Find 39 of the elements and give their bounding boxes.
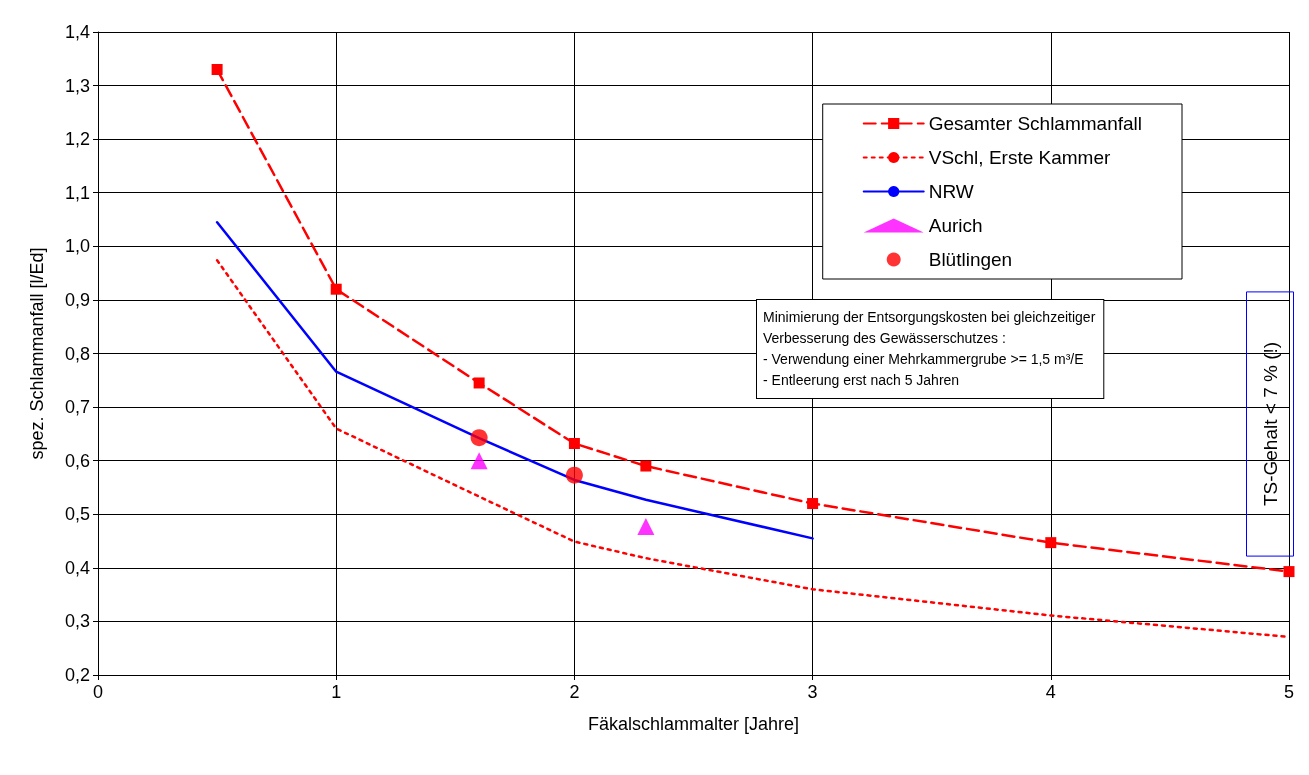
point — [568, 438, 580, 450]
y-tick-label: 0,9 — [64, 289, 90, 310]
x-tick-label: 5 — [1283, 682, 1295, 702]
legend-label: Gesamter Schlammanfall — [928, 113, 1142, 134]
y-tick-label: 1,2 — [64, 129, 90, 150]
y-axis-title: spez. Schlammanfall [l/Ed] — [27, 247, 47, 460]
x-tick-label: 3 — [807, 682, 818, 702]
point — [470, 429, 488, 447]
x-tick-label: 1 — [331, 682, 342, 702]
y-tick-label: 0,5 — [64, 504, 90, 525]
legend-label: Aurich — [928, 215, 983, 236]
y-tick-label: 1,1 — [64, 182, 90, 203]
annotation: Minimierung der Entsorgungskosten bei gleichzeitiger Verbesserung des Gewässerschutzes : - Verwendung einer Mehrkammergrube >= 1,5 m³/E - Entleerung erst nach 5 Jahren — [763, 308, 1096, 388]
point — [637, 518, 655, 536]
point — [211, 64, 223, 76]
legend-label: VSchl, Erste Kammer — [928, 147, 1111, 168]
point — [1283, 566, 1295, 578]
y-tick-label: 1,3 — [64, 75, 90, 96]
y-tick-label: 0,2 — [64, 665, 90, 685]
point — [473, 377, 485, 389]
x-tick-label: 0 — [92, 682, 104, 702]
legend-label: NRW — [928, 181, 974, 202]
y-tick-label: 0,8 — [64, 343, 90, 364]
point — [807, 498, 819, 510]
point — [640, 460, 652, 472]
point — [1045, 537, 1057, 549]
y-tick-label: 0,4 — [64, 557, 90, 578]
x-tick-label: 2 — [569, 682, 580, 702]
y-tick-label: 1,0 — [64, 236, 90, 257]
point — [330, 283, 342, 295]
y-tick-label: 0,3 — [64, 611, 90, 632]
y-tick-label: 1,4 — [64, 22, 90, 42]
point — [470, 452, 488, 470]
x-tick-label: 4 — [1045, 682, 1056, 702]
point — [565, 466, 583, 484]
x-axis-title: Fäkalschlammalter [Jahre] — [587, 714, 800, 734]
y-tick-label: 0,7 — [64, 397, 90, 418]
y-tick-label: 0,6 — [64, 450, 90, 471]
legend-label: Blütlingen — [928, 249, 1013, 270]
